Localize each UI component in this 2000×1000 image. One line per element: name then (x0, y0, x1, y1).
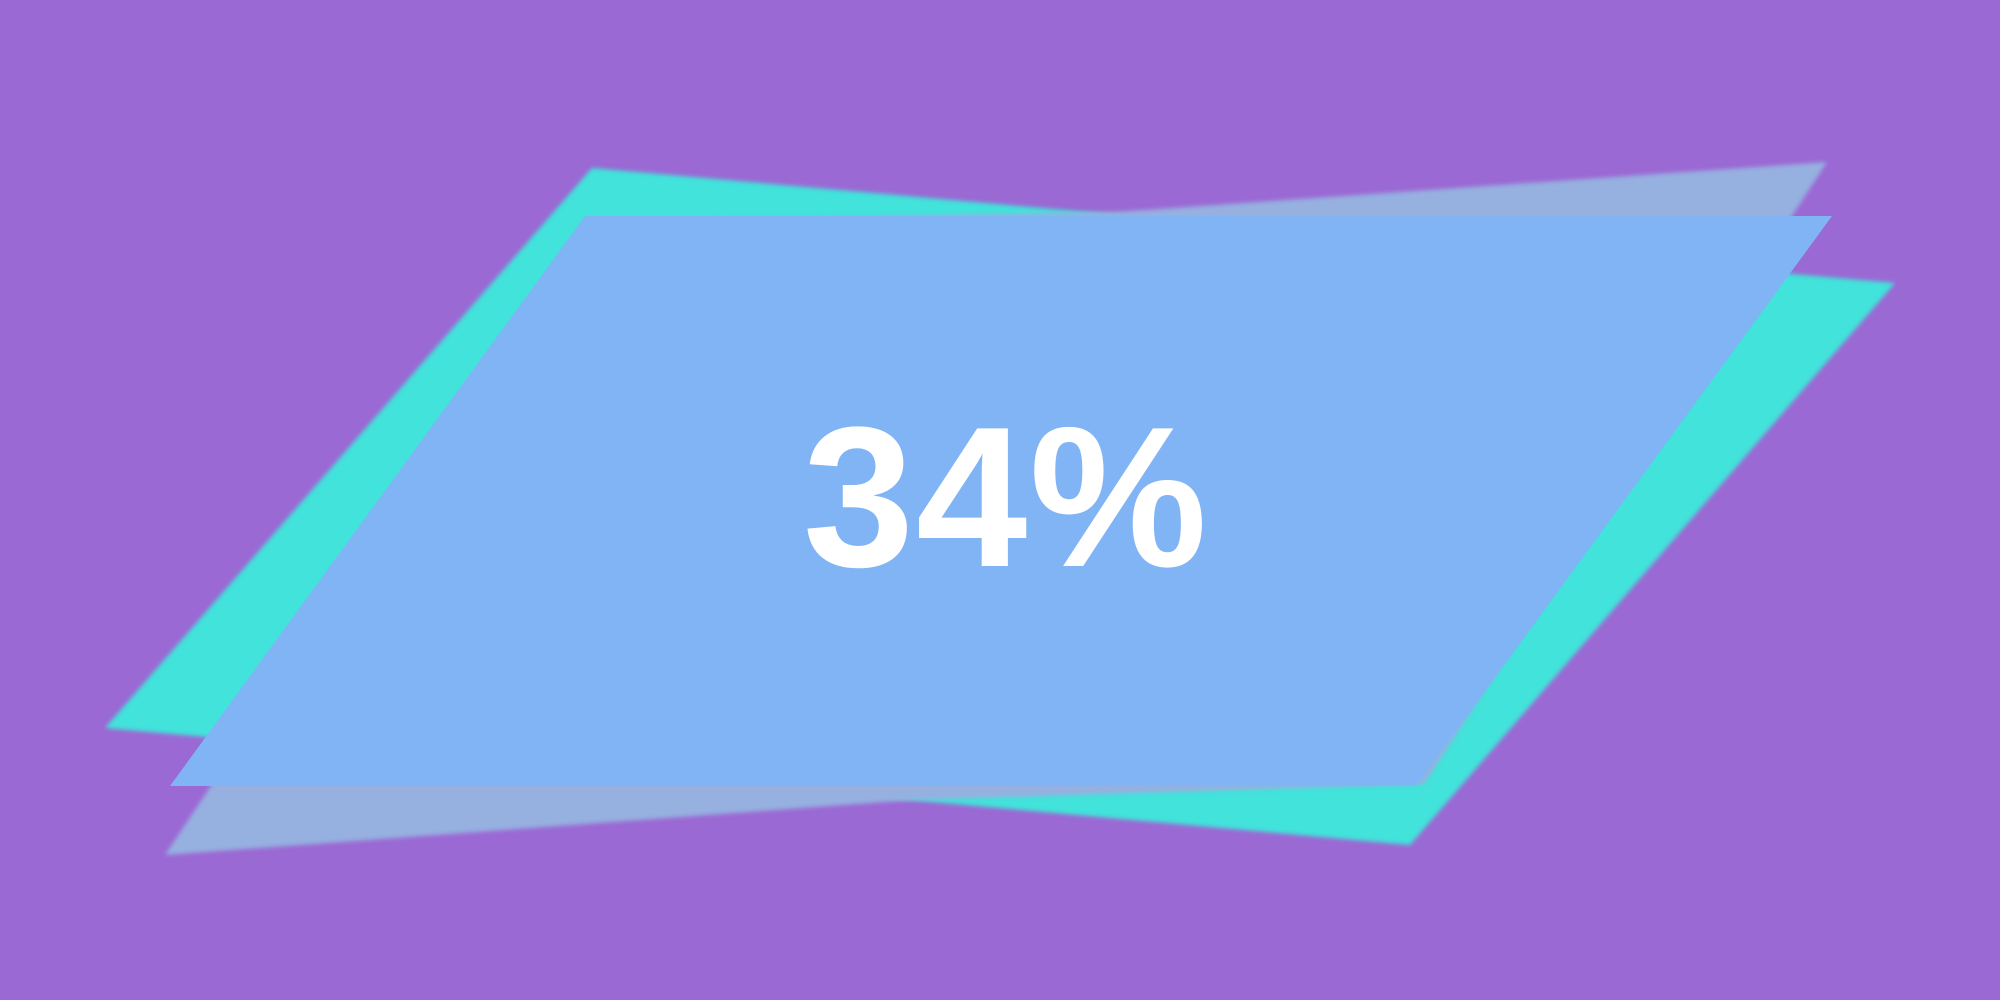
front-panel (170, 216, 1832, 786)
